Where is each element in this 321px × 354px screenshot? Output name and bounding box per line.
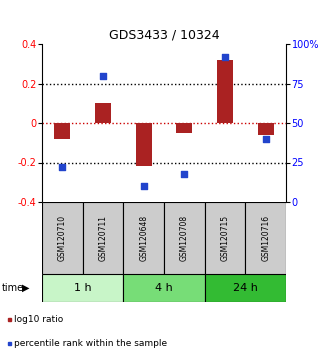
- Point: [222, 54, 228, 59]
- Text: GSM120711: GSM120711: [99, 215, 108, 261]
- Bar: [123, 274, 205, 302]
- Text: 1 h: 1 h: [74, 283, 91, 293]
- Bar: [123, 202, 164, 274]
- Text: log10 ratio: log10 ratio: [14, 315, 64, 324]
- Text: GSM120708: GSM120708: [180, 215, 189, 261]
- Bar: [83, 202, 123, 274]
- Text: GSM120648: GSM120648: [139, 215, 148, 261]
- Point: [182, 171, 187, 176]
- Point: [60, 164, 65, 170]
- Bar: [205, 202, 245, 274]
- Text: time: time: [2, 283, 24, 293]
- Bar: [42, 274, 123, 302]
- Bar: [42, 202, 83, 274]
- Text: GSM120710: GSM120710: [58, 215, 67, 261]
- Bar: [217, 60, 233, 123]
- Point: [100, 73, 106, 79]
- Point: [263, 136, 268, 142]
- Bar: [245, 202, 286, 274]
- Text: GSM120716: GSM120716: [261, 215, 270, 261]
- Title: GDS3433 / 10324: GDS3433 / 10324: [109, 28, 219, 41]
- Bar: [135, 123, 152, 166]
- Bar: [54, 123, 71, 139]
- Bar: [95, 103, 111, 123]
- Bar: [205, 274, 286, 302]
- Bar: [164, 202, 205, 274]
- Bar: [257, 123, 274, 135]
- Text: percentile rank within the sample: percentile rank within the sample: [14, 338, 167, 348]
- Bar: [176, 123, 193, 133]
- Text: 4 h: 4 h: [155, 283, 173, 293]
- Bar: [8, 318, 11, 321]
- Text: 24 h: 24 h: [233, 283, 258, 293]
- Text: GSM120715: GSM120715: [221, 215, 230, 261]
- Text: ▶: ▶: [22, 283, 30, 293]
- Bar: [8, 342, 11, 344]
- Point: [141, 183, 146, 189]
